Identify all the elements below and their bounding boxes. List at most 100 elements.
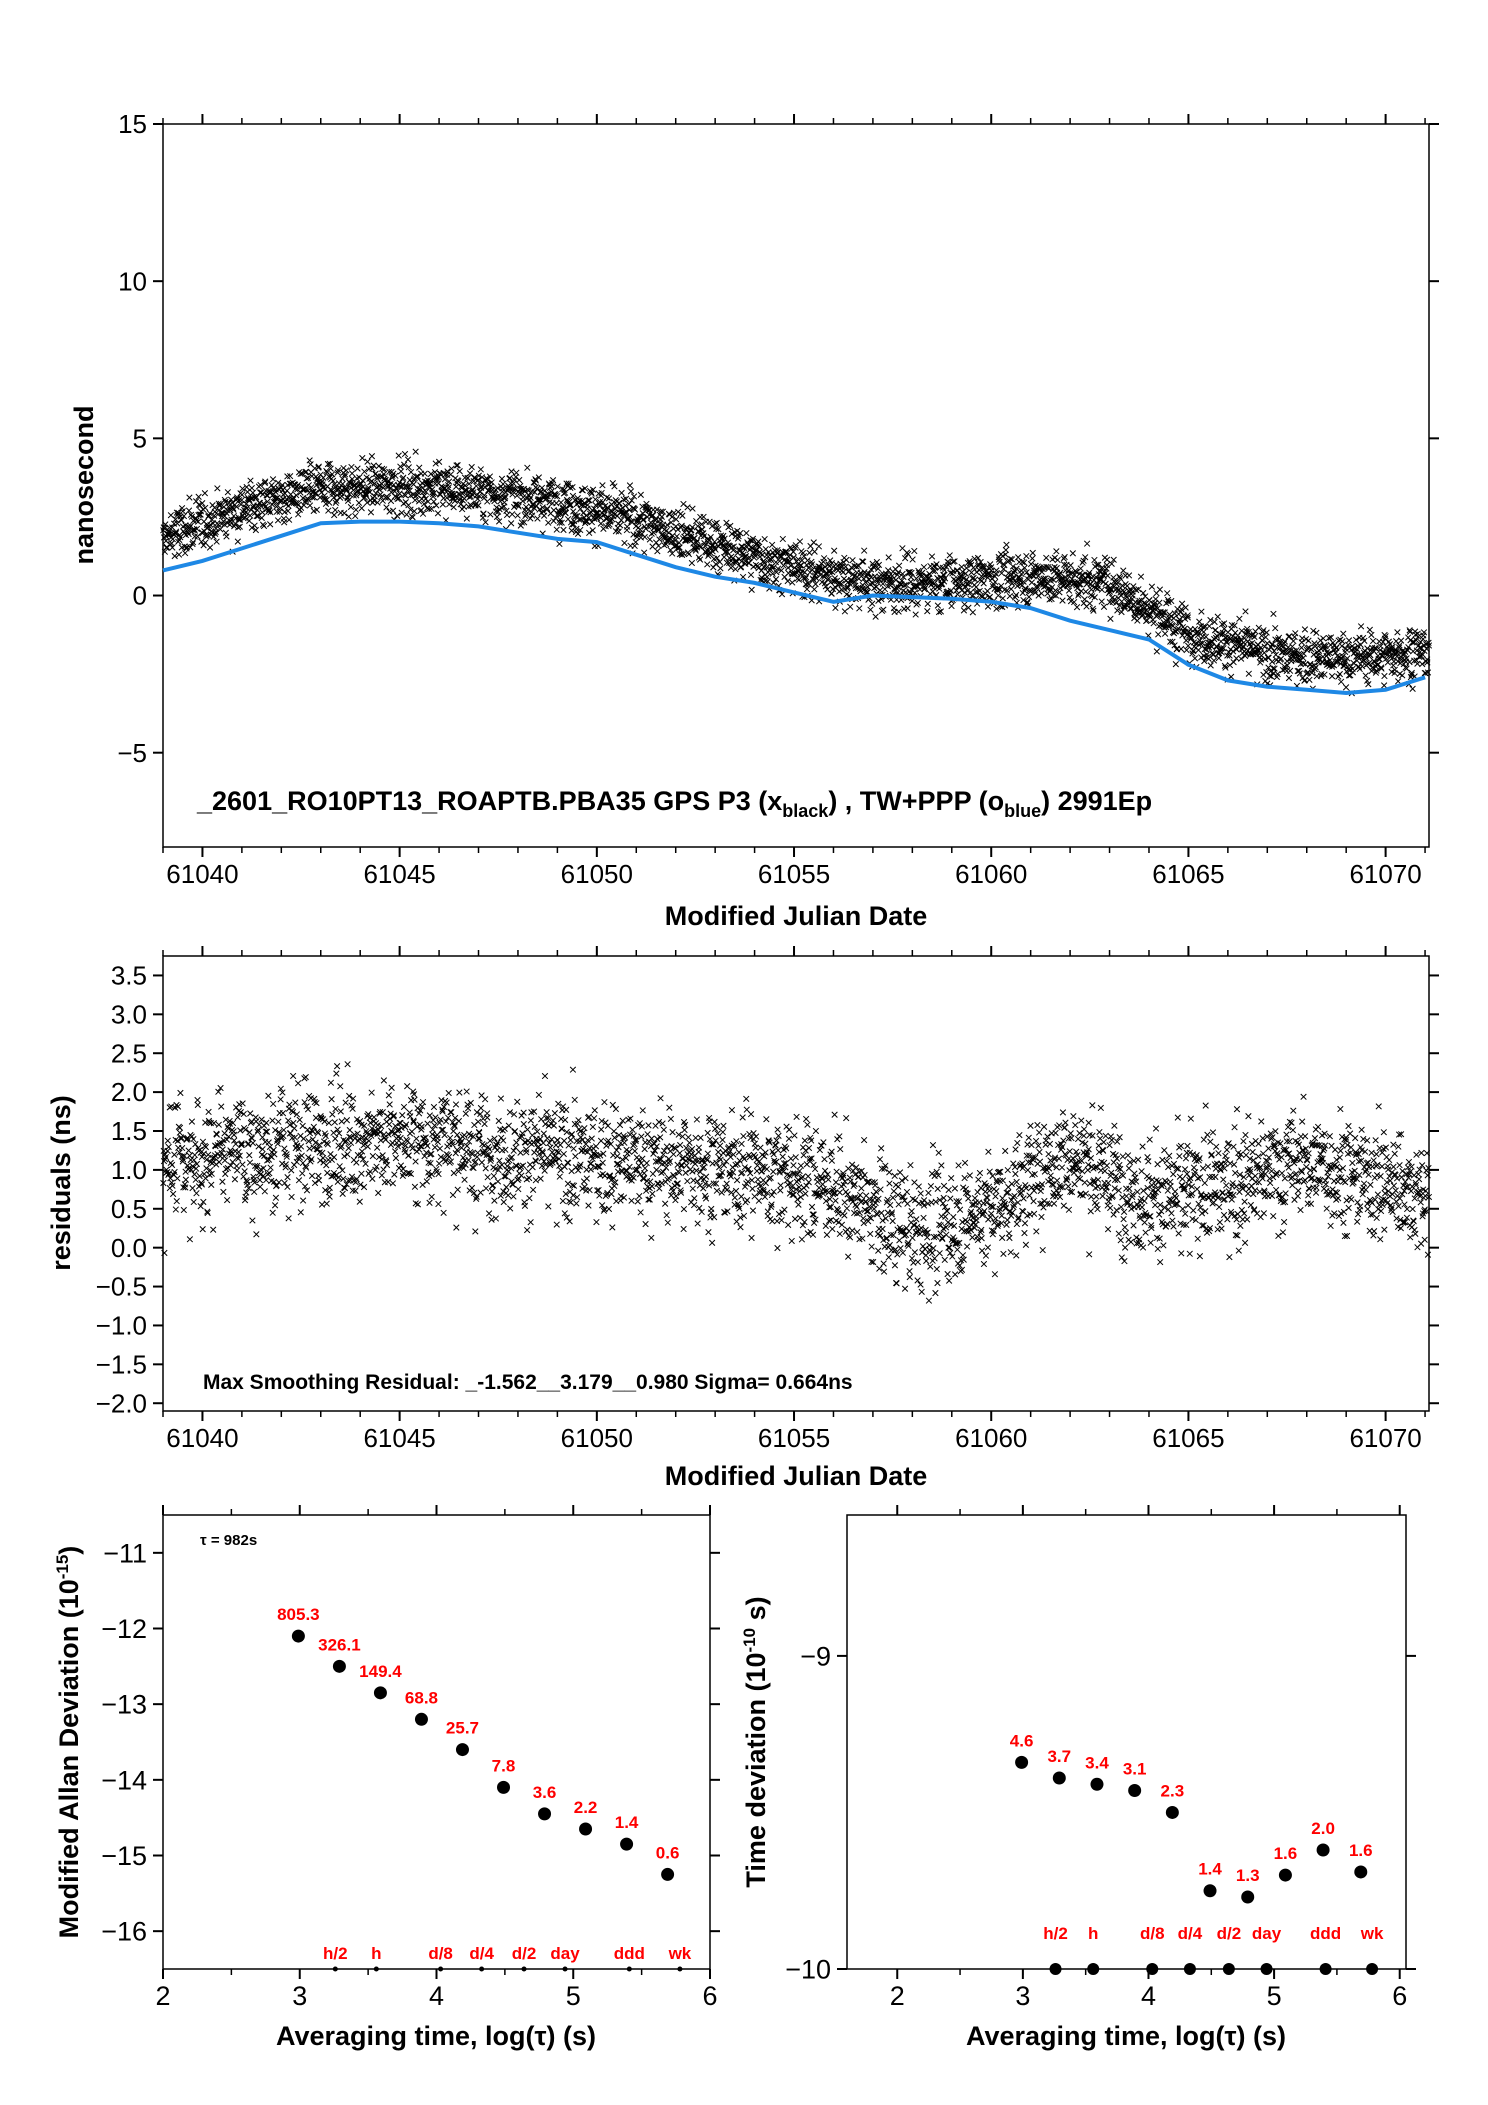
data-point (354, 465, 361, 472)
data-point (416, 464, 423, 471)
data-point (372, 490, 380, 497)
data-point (303, 475, 310, 482)
data-point (488, 479, 495, 486)
data-point (520, 519, 528, 526)
y-tick-label: 10 (118, 266, 147, 296)
y-tick-label: 1.5 (111, 1116, 147, 1146)
data-point (202, 531, 210, 538)
panel-time-series: 61040 61045 61050 61055 61060 61065 61070−5051… (69, 109, 1439, 931)
data-point (185, 507, 193, 514)
y-tick-label: −1.5 (96, 1349, 147, 1379)
data-point (457, 501, 464, 508)
data-point (253, 512, 260, 520)
y-tick-label: 5 (133, 423, 147, 453)
data-point (258, 514, 265, 522)
data-point (344, 497, 352, 504)
y-tick-label: 2.5 (111, 1038, 147, 1068)
data-point (238, 491, 246, 498)
data-point (370, 462, 377, 469)
data-point (343, 487, 350, 494)
data-point (236, 523, 243, 530)
data-point (475, 502, 482, 509)
data-point (431, 468, 439, 476)
data-point (368, 478, 375, 485)
data-point (224, 489, 232, 496)
data-point (180, 512, 188, 520)
data-point (431, 489, 438, 497)
data-point (526, 496, 533, 503)
data-point (359, 454, 366, 462)
data-point (454, 462, 461, 469)
data-point (324, 460, 332, 468)
x-tick-label: 61065 (1152, 1423, 1224, 1453)
data-point (463, 515, 470, 522)
data-point (464, 474, 471, 482)
y-tick-label: 0.5 (111, 1194, 147, 1224)
data-point (381, 466, 388, 473)
data-point (306, 502, 314, 509)
data-point (330, 494, 338, 501)
data-point (411, 508, 418, 515)
data-point (293, 492, 300, 499)
data-point (486, 473, 494, 480)
data-point (420, 488, 427, 496)
data-point (506, 474, 513, 482)
data-point (334, 469, 341, 476)
data-point (495, 518, 503, 525)
data-point (432, 460, 439, 467)
data-point (355, 499, 363, 506)
data-point (255, 503, 262, 510)
y-tick-label: −5 (117, 738, 147, 768)
y-tick-label: 15 (118, 109, 147, 139)
data-point (448, 465, 455, 472)
data-point (247, 495, 255, 502)
data-point (338, 493, 345, 500)
data-point (234, 538, 241, 545)
data-point (175, 538, 182, 545)
data-point (262, 478, 269, 485)
data-point (493, 504, 500, 511)
data-point (453, 462, 460, 469)
data-point (447, 471, 454, 478)
data-point (304, 474, 312, 482)
data-point (332, 506, 339, 514)
data-point (163, 543, 170, 551)
data-point (439, 501, 447, 508)
data-point (243, 504, 251, 512)
data-point (313, 506, 320, 513)
data-point (503, 511, 511, 519)
data-point (169, 544, 176, 551)
data-point (341, 471, 349, 478)
y-tick-label: 3.0 (111, 999, 147, 1029)
data-point (405, 464, 412, 471)
data-point (364, 458, 371, 465)
x-tick-label: 61050 (561, 859, 633, 889)
data-point (316, 494, 324, 501)
data-point (434, 510, 442, 517)
data-point (482, 519, 489, 526)
data-point (175, 551, 183, 558)
data-point (202, 539, 209, 546)
x-tick-label: 61070 (1349, 1423, 1421, 1453)
data-point (339, 480, 346, 488)
data-point (445, 484, 452, 491)
data-point (194, 518, 202, 525)
data-point (309, 494, 316, 501)
data-point (178, 516, 185, 524)
data-point (202, 504, 209, 511)
data-point (249, 489, 257, 496)
y-tick-label: 1.0 (111, 1155, 147, 1185)
data-point (412, 448, 419, 455)
data-point (427, 480, 434, 487)
data-point (524, 464, 531, 471)
data-point (400, 461, 408, 468)
data-point (162, 521, 169, 528)
data-point (285, 516, 293, 523)
data-point (414, 473, 421, 480)
data-point (409, 514, 416, 521)
data-point (433, 502, 440, 509)
data-point (510, 480, 517, 487)
data-point (364, 499, 371, 506)
data-point (214, 485, 221, 492)
data-point (516, 476, 523, 484)
